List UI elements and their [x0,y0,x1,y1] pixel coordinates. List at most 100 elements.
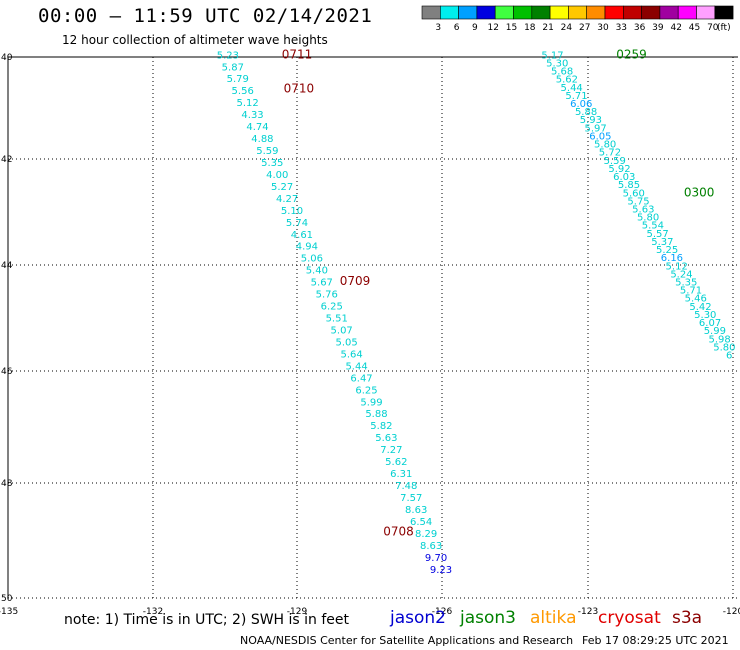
wave-height-value: 5.80 [594,140,616,151]
colorbar-label: 12 [487,23,498,33]
colorbar-label: 33 [616,23,627,33]
y-tick-label: 42 [1,155,12,165]
wave-height-value: 4.33 [241,110,263,121]
x-tick-label: -123 [578,607,598,617]
wave-height-value: 5.57 [646,229,668,240]
wave-height-value: 5.79 [227,74,249,85]
wave-height-value: 5.46 [685,294,707,305]
wave-height-value: 5.44 [345,361,367,372]
colorbar-swatch [513,5,533,20]
y-tick-label: 40 [1,53,13,63]
wave-height-value: 4.27 [276,194,298,205]
wave-height-value: 5.42 [689,302,711,313]
wave-height-value: 5.74 [286,218,308,229]
colorbar-swatch [439,5,459,20]
wave-height-value: 6.54 [410,517,432,528]
colorbar-swatch [568,5,588,20]
wave-height-value: 5.71 [680,286,702,297]
wave-height-value: 5.10 [281,206,303,217]
wave-height-value: 9.23 [430,565,452,576]
wave-height-value: 5.40 [306,266,328,277]
wave-height-value: 5.93 [580,115,602,126]
pass-time-label: 0300 [684,185,715,199]
wave-height-value: 6.03 [613,172,635,183]
colorbar-swatch [586,5,606,20]
wave-height-value: 6.47 [350,373,372,384]
credit-line: NOAA/NESDIS Center for Satellite Applica… [240,634,574,647]
wave-height-value: 5.56 [232,86,254,97]
pass-time-label: 0709 [340,274,371,288]
wave-height-value: 5.12 [666,261,688,272]
colorbar-swatch [531,5,551,20]
colorbar-label: 36 [634,23,646,33]
colorbar-label: 42 [670,23,681,33]
wave-height-value: 8.63 [405,505,427,516]
wave-height-value: 5.76 [316,290,338,301]
wave-height-value: 7.57 [400,493,422,504]
timestamp: Feb 17 08:29:25 UTC 2021 [582,634,729,647]
wave-height-value: 5.59 [604,156,626,167]
y-tick-label: 44 [1,261,13,271]
x-tick-label: -120 [723,607,740,617]
wave-height-value: 5.51 [326,314,348,325]
wave-height-value: 5.54 [642,221,664,232]
wave-height-value: 5.27 [271,182,293,193]
wave-height-value: 5.80 [713,342,735,353]
wave-height-value: 6.07 [699,318,721,329]
satellite-label-altika: altika [530,608,577,628]
colorbar-label: 39 [652,23,664,33]
satellite-label-cryosat: cryosat [598,608,661,628]
wave-height-value: 8.63 [420,541,442,552]
wave-height-value: 5.30 [694,310,716,321]
wave-height-value: 5.17 [541,50,563,61]
wave-height-value: 9.70 [425,553,447,564]
wave-height-value: 5.62 [385,457,407,468]
colorbar-swatch [421,5,441,20]
wave-height-value: 6.06 [570,99,592,110]
colorbar-label: 3 [435,23,441,33]
wave-height-value: 5.72 [599,148,621,159]
wave-height-value: 6.16 [661,253,683,264]
wave-height-value: 5.07 [331,325,353,336]
wave-height-value: 6.05 [589,131,611,142]
wave-height-value: 6 [726,351,732,362]
wave-height-value: 5.98 [708,334,730,345]
colorbar-label: 6 [454,23,460,33]
wave-height-value: 6.25 [321,302,343,313]
wave-height-value: 5.80 [637,213,659,224]
colorbar-swatch [494,5,514,20]
y-tick-label: 48 [1,479,13,489]
wave-height-value: 6.31 [390,469,412,480]
chart-subtitle: 12 hour collection of altimeter wave hei… [62,33,328,47]
wave-height-value: 5.23 [217,50,239,61]
wave-height-value: 5.25 [656,245,678,256]
colorbar-swatch [458,5,478,20]
wave-height-value: 5.05 [336,337,358,348]
wave-height-value: 5.88 [365,409,387,420]
wave-height-value: 4.61 [291,230,313,241]
wave-height-value: 5.71 [565,91,587,102]
x-tick-label: -135 [0,607,18,617]
y-tick-label: 50 [1,594,13,604]
wave-height-value: 5.85 [618,180,640,191]
satellite-label-jason2: jason2 [390,608,446,628]
colorbar-label: 18 [524,23,536,33]
colorbar-label: 21 [542,23,553,33]
colorbar-label: 27 [579,23,590,33]
x-tick-label: -129 [287,607,308,617]
colorbar-label: 70 [707,23,719,33]
wave-height-value: 7.48 [395,481,417,492]
wave-height-value: 5.97 [584,123,606,134]
wave-height-value: 5.60 [623,188,645,199]
wave-height-value: 5.99 [360,397,382,408]
satellite-label-jason3: jason3 [460,608,516,628]
pass-time-label: 0259 [616,47,647,61]
wave-height-value: 5.75 [627,196,649,207]
wave-height-value: 5.68 [551,67,573,78]
wave-height-value: 5.99 [704,326,726,337]
wave-height-value: 8.29 [415,529,437,540]
x-tick-label: -132 [143,607,163,617]
x-tick-label: -126 [432,607,453,617]
colorbar-label: 45 [689,23,700,33]
